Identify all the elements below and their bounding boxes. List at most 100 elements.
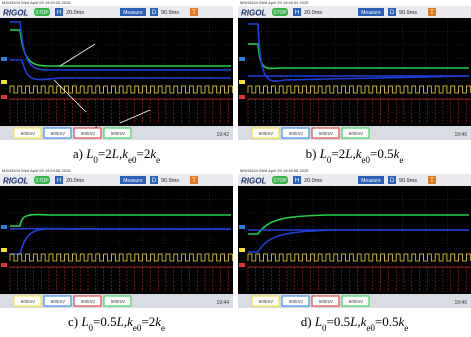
channel-marker	[1, 80, 7, 84]
annotation: L̂	[165, 38, 173, 53]
annotation-sub: A	[149, 107, 155, 116]
caption: c) L0=0.5L,ke0=2ke	[68, 314, 165, 333]
caption-part: e	[399, 155, 403, 165]
brand: RIGOL	[241, 177, 266, 186]
caption-part: a)	[73, 146, 86, 161]
h-label: H	[57, 178, 61, 184]
d-label: D	[152, 178, 157, 184]
timebase: 20.0ms	[304, 178, 322, 184]
clock: 19:44	[216, 300, 229, 306]
channel-scale: 500mV	[21, 131, 35, 136]
timestamp: MSO5104 Wed April 09 19:40:05 2025	[2, 0, 71, 5]
timebase: 20.0ms	[304, 10, 322, 16]
channel-scale: 500mV	[289, 299, 303, 304]
brand: RIGOL	[3, 177, 28, 186]
delay: 90.9ms	[399, 178, 417, 184]
t-label: T	[430, 10, 434, 16]
t-label: T	[430, 178, 434, 184]
clock: 19:46	[454, 300, 467, 306]
channel-scale: 500mV	[259, 131, 273, 136]
caption-part: d)	[301, 314, 315, 329]
caption-part: =0.5	[375, 314, 399, 329]
channel-scale: 500mV	[51, 299, 65, 304]
caption-part: L	[344, 146, 352, 161]
caption-part: =2	[98, 146, 112, 161]
caption-part: b)	[306, 146, 320, 161]
caption-part: =0.5	[327, 314, 351, 329]
caption-part: L	[349, 314, 357, 329]
state: STOP	[273, 10, 287, 16]
measure: Measure	[123, 178, 143, 184]
caption: a) L0=2L,ke0=2ke	[73, 146, 160, 165]
delay: 90.9ms	[399, 10, 417, 16]
caption-part: =2	[141, 314, 155, 329]
caption-part: =0.5	[93, 314, 117, 329]
caption-part: c)	[68, 314, 81, 329]
channel-marker	[239, 95, 245, 99]
measure: Measure	[361, 178, 381, 184]
state: STOP	[35, 178, 49, 184]
delay: 90.9ms	[161, 178, 179, 184]
channel-scale: 500mV	[349, 131, 363, 136]
scope-panel: MSO5104 Wed April 09 19:46:34 2025 RIGOL S…	[238, 0, 471, 165]
caption: d) L0=0.5L,ke0=0.5ke	[301, 314, 409, 333]
channel-scale: 500mV	[51, 131, 65, 136]
channel-scale: 500mV	[21, 299, 35, 304]
channel-scale: 500mV	[81, 299, 95, 304]
channel-scale: 500mV	[111, 131, 125, 136]
state: STOP	[35, 10, 49, 16]
measure: Measure	[361, 10, 381, 16]
h-label: H	[295, 178, 299, 184]
annotation-sub: p	[95, 119, 100, 128]
channel-marker	[1, 263, 7, 267]
clock: 19:42	[216, 132, 229, 138]
caption-part: L	[80, 314, 88, 329]
timebase: 20.0ms	[66, 10, 84, 16]
annotation-sub: e	[102, 44, 106, 53]
h-label: H	[57, 10, 61, 16]
channel-marker	[239, 248, 245, 252]
channel-scale: 500mV	[289, 131, 303, 136]
channel-marker	[1, 248, 7, 252]
channel-marker	[239, 263, 245, 267]
caption-part: =2	[331, 146, 345, 161]
scope-panel: MSO5104 Wed April 09 19:44:58 2025 RIGOL S…	[0, 168, 233, 333]
brand: RIGOL	[3, 9, 28, 18]
caption-part: =0.5	[370, 146, 394, 161]
caption-part: L	[116, 314, 124, 329]
d-label: D	[390, 10, 395, 16]
channel-marker	[239, 57, 245, 61]
d-label: D	[152, 10, 157, 16]
caption: b) L0=2L,ke0=0.5ke	[306, 146, 404, 165]
channel-marker	[239, 225, 245, 229]
caption-part: =2	[137, 146, 151, 161]
scope-panel: MSO5104 Wed April 09 19:46:58 2025 RIGOL S…	[238, 168, 471, 333]
channel-marker	[239, 80, 245, 84]
channel-marker	[1, 225, 7, 229]
caption-part: L	[111, 146, 119, 161]
channel-scale: 500mV	[111, 299, 125, 304]
h-label: H	[295, 10, 299, 16]
caption-part: L	[314, 314, 322, 329]
state: STOP	[273, 178, 287, 184]
measure: Measure	[123, 10, 143, 16]
scope-panel: MSO5104 Wed April 09 19:40:05 2025 RIGOL S…	[0, 0, 233, 165]
caption-part: e	[156, 155, 160, 165]
timestamp: MSO5104 Wed April 09 19:46:58 2025	[240, 168, 309, 173]
caption-part: L	[85, 146, 93, 161]
t-label: T	[192, 178, 196, 184]
figure: MSO5104 Wed April 09 19:40:05 2025 RIGOL S…	[0, 0, 471, 337]
caption-part: e	[161, 323, 165, 333]
brand: RIGOL	[241, 9, 266, 18]
d-label: D	[390, 178, 395, 184]
channel-marker	[1, 57, 7, 61]
channel-scale: 500mV	[81, 131, 95, 136]
delay: 90.9ms	[161, 10, 179, 16]
channel-scale: 500mV	[349, 299, 363, 304]
timestamp: MSO5104 Wed April 09 19:46:34 2025	[240, 0, 309, 5]
channel-scale: 500mV	[259, 299, 273, 304]
annotation-base: L̂	[165, 38, 173, 53]
channel-scale: 500mV	[319, 299, 333, 304]
timestamp: MSO5104 Wed April 09 19:44:58 2025	[2, 168, 71, 173]
caption-part: L	[319, 146, 327, 161]
